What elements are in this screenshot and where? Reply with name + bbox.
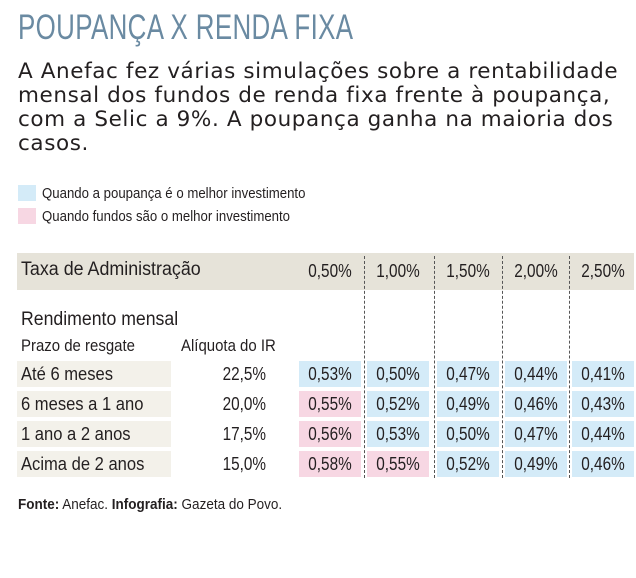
rate-cell — [572, 361, 634, 387]
legend-label-fundos: Quando fundos são o melhor investimento — [42, 207, 291, 225]
rate-cell — [505, 361, 567, 387]
rate-cell — [505, 451, 567, 477]
row-aliquota-ir: 22,5% — [222, 364, 266, 384]
row-aliquota-ir: 17,5% — [222, 424, 266, 444]
legend-swatch-fundos — [18, 208, 36, 224]
infographic-value: Gazeta do Povo. — [181, 496, 283, 513]
source-label: Fonte: — [18, 496, 60, 513]
row-prazo: 6 meses a 1 ano — [21, 394, 144, 414]
rate-cell — [505, 391, 567, 417]
rate-value: 0,46% — [581, 454, 625, 474]
rate-value: 0,50% — [446, 424, 490, 444]
column-separator — [364, 256, 365, 478]
column-header-prazo: Prazo de resgate — [21, 336, 135, 355]
header-label: Taxa de Administração — [21, 259, 201, 280]
section-label: Rendimento mensal — [21, 309, 179, 330]
legend-item-fundos: Quando fundos são o melhor investimento — [18, 206, 324, 226]
footer-credits: Fonte: Anefac. Infografia: Gazeta do Pov… — [18, 496, 282, 513]
column-separator — [434, 256, 435, 478]
row-prazo: 1 ano a 2 anos — [21, 424, 131, 444]
table-row-background — [17, 391, 171, 417]
row-aliquota-ir: 15,0% — [222, 454, 266, 474]
admin-fee-header: 1,50% — [446, 261, 490, 281]
rate-cell — [367, 421, 429, 447]
rate-value: 0,44% — [514, 364, 558, 384]
admin-fee-header: 1,00% — [376, 261, 420, 281]
column-header-ir: Alíquota do IR — [181, 336, 276, 355]
table-row-background — [17, 451, 171, 477]
rate-cell — [299, 451, 361, 477]
rate-value: 0,49% — [514, 454, 558, 474]
infographic-label: Infografia: — [111, 496, 178, 513]
rate-cell — [437, 391, 499, 417]
rate-value: 0,52% — [376, 394, 420, 414]
rate-cell — [299, 391, 361, 417]
rate-cell — [299, 421, 361, 447]
rate-cell — [437, 361, 499, 387]
rate-value: 0,55% — [308, 394, 352, 414]
admin-fee-header: 0,50% — [308, 261, 352, 281]
legend-item-poupanca: Quando a poupança é o melhor investiment… — [18, 183, 341, 203]
rate-cell — [572, 391, 634, 417]
rate-cell — [437, 451, 499, 477]
row-prazo: Até 6 meses — [21, 364, 114, 384]
rate-value: 0,47% — [446, 364, 490, 384]
lead-paragraph: A Anefac fez várias simulações sobre a r… — [18, 59, 619, 156]
rate-cell — [367, 451, 429, 477]
row-aliquota-ir: 20,0% — [222, 394, 266, 414]
rate-value: 0,46% — [514, 394, 558, 414]
column-separator — [569, 256, 570, 478]
page-title: POUPANÇA X RENDA FIXA — [18, 8, 354, 47]
column-separator — [502, 256, 503, 478]
rate-cell — [572, 451, 634, 477]
table-row-background — [17, 421, 171, 447]
rate-value: 0,44% — [581, 424, 625, 444]
rate-value: 0,49% — [446, 394, 490, 414]
source-value: Anefac. — [62, 496, 109, 513]
legend-label-poupanca: Quando a poupança é o melhor investiment… — [42, 184, 306, 202]
rate-cell — [299, 361, 361, 387]
rate-value: 0,58% — [308, 454, 352, 474]
rate-value: 0,43% — [581, 394, 625, 414]
rate-value: 0,55% — [376, 454, 420, 474]
rate-cell — [572, 421, 634, 447]
legend-swatch-poupanca — [18, 185, 36, 201]
table-row-background — [17, 361, 171, 387]
rate-cell — [367, 391, 429, 417]
admin-fee-header: 2,00% — [514, 261, 558, 281]
table-header-bar — [17, 253, 634, 290]
rate-value: 0,56% — [308, 424, 352, 444]
rate-value: 0,50% — [376, 364, 420, 384]
row-prazo: Acima de 2 anos — [21, 454, 145, 474]
rate-cell — [437, 421, 499, 447]
rate-value: 0,53% — [376, 424, 420, 444]
rate-cell — [367, 361, 429, 387]
rate-cell — [505, 421, 567, 447]
rate-value: 0,53% — [308, 364, 352, 384]
rate-value: 0,47% — [514, 424, 558, 444]
rate-value: 0,52% — [446, 454, 490, 474]
admin-fee-header: 2,50% — [581, 261, 625, 281]
rate-value: 0,41% — [581, 364, 625, 384]
